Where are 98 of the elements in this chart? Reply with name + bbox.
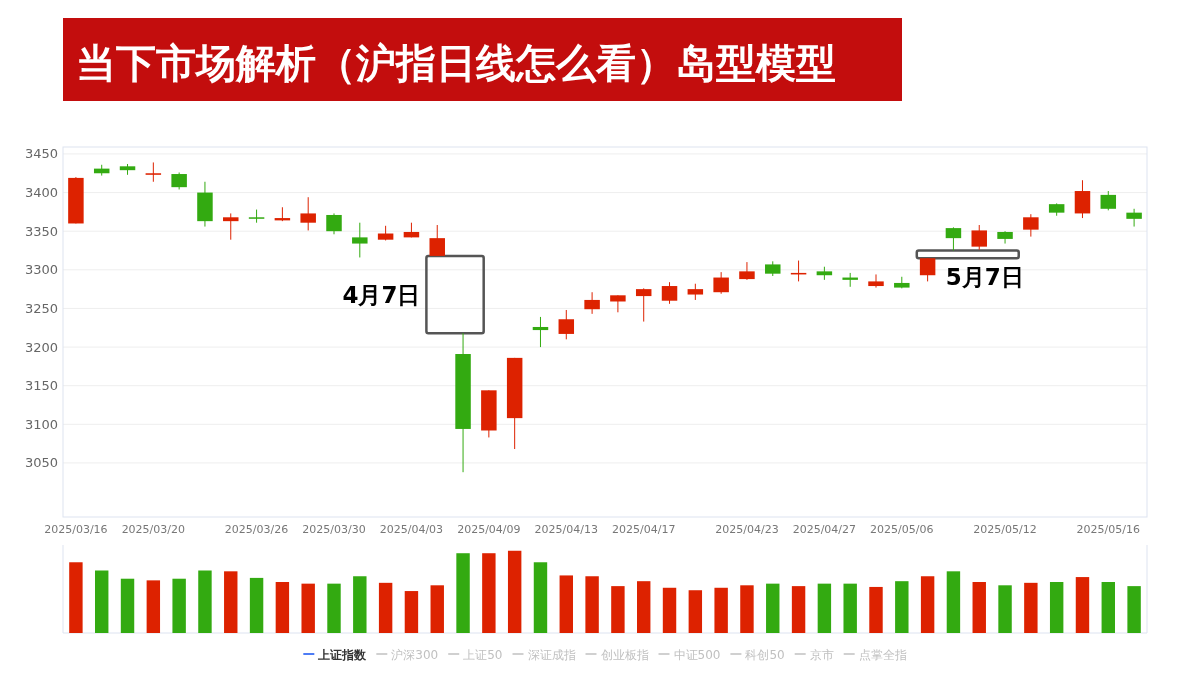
bar bbox=[714, 587, 728, 633]
candlestick bbox=[1126, 208, 1142, 228]
bar bbox=[533, 562, 548, 633]
bar bbox=[95, 570, 109, 633]
bar bbox=[791, 586, 806, 633]
bar bbox=[1024, 582, 1038, 633]
bar bbox=[817, 583, 832, 633]
x-tick-label: 2025/05/06 bbox=[870, 523, 934, 536]
bar bbox=[843, 583, 857, 633]
x-tick-label: 2025/03/30 bbox=[302, 523, 366, 536]
bar bbox=[327, 583, 341, 633]
bar bbox=[275, 582, 290, 633]
annotation: 5月7日 bbox=[945, 264, 1024, 291]
bar bbox=[766, 583, 780, 633]
bar bbox=[998, 585, 1012, 633]
x-tick-label: 2025/04/27 bbox=[792, 523, 857, 536]
annotation: 4月7日 bbox=[342, 281, 421, 308]
text: 点掌全指 bbox=[858, 648, 907, 662]
x-tick-label: 2025/04/03 bbox=[379, 523, 444, 536]
x-tick-label: 2025/04/17 bbox=[612, 523, 676, 536]
bar bbox=[353, 576, 367, 633]
bar bbox=[482, 553, 496, 633]
bar bbox=[1101, 582, 1115, 633]
bar bbox=[404, 591, 419, 633]
candlestick bbox=[223, 212, 239, 241]
candlestick bbox=[584, 291, 600, 315]
bar bbox=[456, 553, 470, 633]
candlestick bbox=[1023, 213, 1039, 238]
candlestick bbox=[868, 273, 884, 289]
candlestick bbox=[635, 287, 652, 323]
candlestick bbox=[945, 226, 962, 252]
bar bbox=[378, 582, 393, 633]
candlestick bbox=[1074, 179, 1091, 219]
text: 京市 bbox=[809, 648, 834, 662]
bar bbox=[559, 575, 573, 633]
bar bbox=[430, 585, 444, 633]
y-tick-label: 3450 bbox=[24, 146, 58, 162]
x-tick-label: 2025/04/09 bbox=[457, 523, 521, 536]
text: 中证500 bbox=[673, 648, 721, 662]
bar bbox=[507, 550, 522, 633]
text: 上证指数 bbox=[317, 648, 368, 662]
candlestick bbox=[145, 161, 162, 183]
candlestick bbox=[971, 224, 987, 251]
candlestick bbox=[661, 281, 678, 305]
x-tick-label: 2025/05/16 bbox=[1076, 523, 1140, 536]
bar bbox=[301, 583, 315, 633]
candlestick bbox=[610, 294, 626, 313]
y-tick-label: 3050 bbox=[24, 455, 58, 471]
y-tick-label: 3100 bbox=[24, 416, 58, 432]
y-tick-label: 3350 bbox=[24, 223, 58, 239]
candlestick bbox=[919, 257, 936, 282]
candlestick bbox=[326, 212, 342, 235]
y-tick-label: 3200 bbox=[24, 339, 58, 355]
y-tick-label: 3300 bbox=[24, 262, 58, 278]
y-tick-label: 3250 bbox=[24, 300, 58, 316]
bar bbox=[120, 578, 135, 633]
candlestick bbox=[352, 222, 368, 258]
bar bbox=[585, 576, 599, 633]
text: 深证成指 bbox=[527, 648, 576, 662]
x-tick-label: 2025/03/20 bbox=[121, 523, 186, 536]
text: 科创50 bbox=[745, 648, 785, 662]
chart-title: 当下市场解析（沪指日线怎么看）岛型模型 bbox=[76, 40, 836, 86]
x-tick-label: 2025/03/26 bbox=[224, 523, 289, 536]
x-tick-label: 2025/05/12 bbox=[973, 523, 1037, 536]
bar bbox=[146, 580, 161, 633]
candlestick bbox=[713, 271, 729, 295]
candlestick bbox=[558, 309, 575, 340]
x-tick-label: 2025/04/23 bbox=[715, 523, 779, 536]
bar bbox=[972, 582, 986, 633]
bar bbox=[869, 586, 883, 633]
y-tick-label: 3400 bbox=[24, 185, 58, 201]
bar bbox=[740, 585, 754, 633]
bar bbox=[1049, 582, 1064, 633]
bar bbox=[172, 578, 186, 633]
candlestick bbox=[1100, 190, 1117, 211]
candlestick bbox=[739, 261, 755, 281]
bar bbox=[637, 581, 651, 633]
candlestick bbox=[532, 316, 549, 348]
candlestick bbox=[300, 196, 316, 231]
bar bbox=[611, 586, 625, 633]
bar bbox=[69, 562, 83, 633]
y-tick-label: 3150 bbox=[24, 378, 58, 394]
bar bbox=[895, 581, 909, 633]
candlestick bbox=[429, 224, 445, 257]
bar bbox=[198, 570, 212, 633]
x-tick-label: 2025/03/16 bbox=[44, 523, 108, 536]
x-tick-label: 2025/04/13 bbox=[534, 523, 598, 536]
bar bbox=[1075, 577, 1090, 633]
candlestick bbox=[997, 230, 1013, 245]
bar bbox=[1127, 586, 1141, 633]
bar bbox=[688, 590, 703, 633]
bar bbox=[920, 576, 935, 633]
bar bbox=[224, 571, 238, 633]
bar bbox=[249, 577, 264, 633]
bar bbox=[662, 587, 677, 633]
text: 创业板指 bbox=[600, 648, 649, 662]
bar bbox=[946, 571, 961, 633]
text: 沪深300 bbox=[391, 648, 439, 662]
